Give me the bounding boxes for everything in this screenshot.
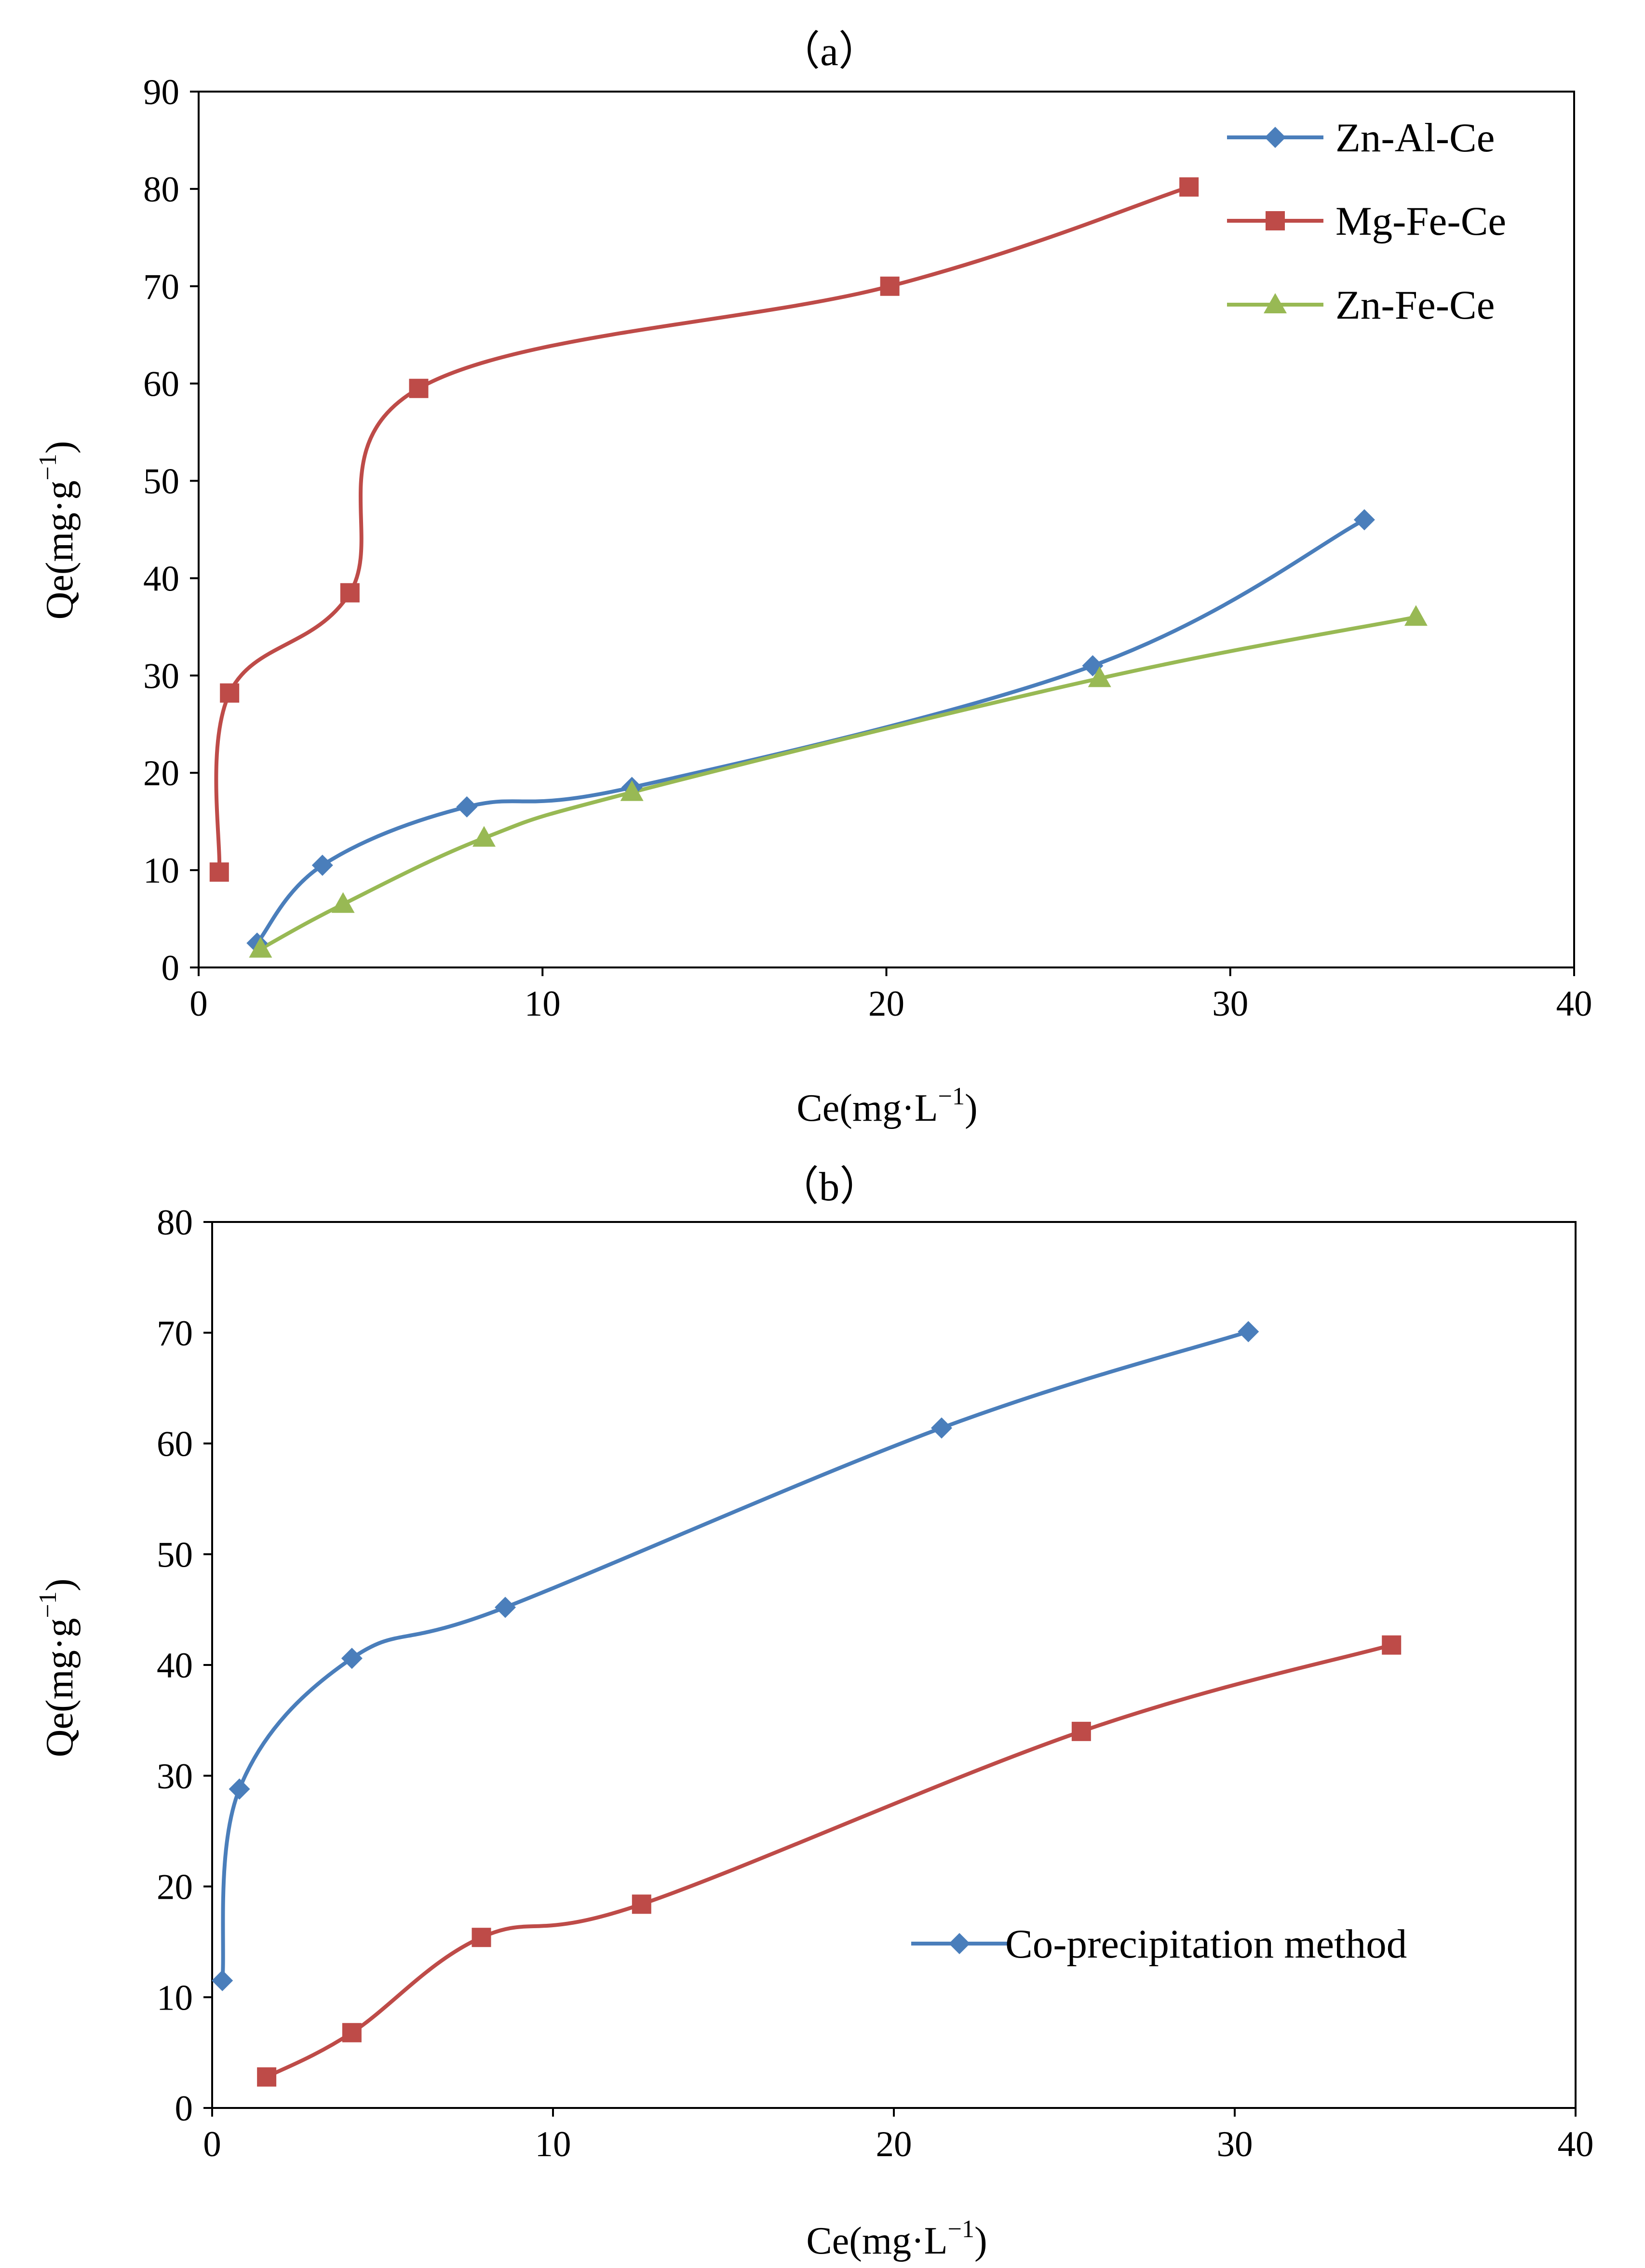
- chart-b-y-tick-label: 10: [157, 1978, 193, 2018]
- chart-a-x-axis-label: Ce(mg·L−1): [796, 1083, 977, 1129]
- chart-b-series-1-point: [472, 1928, 491, 1947]
- chart-a-series-2-point: [472, 826, 496, 847]
- chart-a-x-tick-label: 30: [1212, 984, 1248, 1024]
- chart-b-x-tick-label: 20: [876, 2124, 912, 2164]
- chart-b-x-axis-label: Ce(mg·L−1): [806, 2215, 987, 2262]
- chart-a-x-ticks: 0 10 20 30 40: [189, 967, 1592, 1024]
- chart-b-series-0-line: [220, 1329, 1251, 1983]
- chart-b-x-tick-label: 10: [535, 2124, 571, 2164]
- chart-a-y-tick-label: 70: [143, 267, 179, 307]
- legend-label-co-precipitation-method: Co-precipitation method: [1005, 1921, 1407, 1967]
- chart-a-y-tick-label: 90: [143, 72, 179, 112]
- chart-a-series-2-point: [620, 780, 644, 801]
- chart-a-y-tick-label: 80: [143, 170, 179, 210]
- chart-b-series-0-point: [341, 1648, 363, 1669]
- chart-a-series-1-point: [880, 276, 900, 296]
- chart-a-y-tick-label: 0: [162, 948, 180, 988]
- legend-marker-mg-fe-ce: [1266, 211, 1285, 230]
- chart-a-series-lines: [214, 185, 1418, 951]
- chart-a-y-tick-label: 60: [143, 364, 179, 404]
- chart-a-y-tick-label: 40: [143, 559, 179, 599]
- chart-b-series-1-line: [265, 1643, 1394, 2079]
- chart-a-series-1-point: [409, 378, 429, 398]
- chart-a-series-0-point: [311, 855, 333, 876]
- chart-b-series-1-point: [1382, 1635, 1402, 1655]
- chart-a-series-2-line: [258, 615, 1418, 951]
- chart-b-markers: [212, 1321, 1402, 2087]
- chart-b-series-0-point: [930, 1417, 952, 1439]
- chart-b-y-axis-label: Qe(mg·g−1): [34, 1579, 81, 1758]
- legend-label-zn-fe-ce: Zn-Fe-Ce: [1335, 282, 1495, 328]
- legend-marker-zn-al-ce: [1265, 127, 1286, 148]
- chart-b-x-tick-label: 40: [1558, 2124, 1594, 2164]
- chart-a-legend: Zn-Al-Ce Mg-Fe-Ce Zn-Fe-Ce: [1227, 115, 1506, 328]
- chart-a-series-1-line: [214, 185, 1191, 874]
- legend-item-mg-fe-ce: Mg-Fe-Ce: [1227, 199, 1506, 244]
- legend-item-co-precipitation-method: Co-precipitation method: [911, 1921, 1407, 1967]
- chart-a-series-2-point: [1088, 666, 1111, 687]
- chart-a-title: （a）: [779, 29, 879, 74]
- chart-b-y-tick-label: 70: [157, 1314, 193, 1354]
- chart-a-y-axis-label: Qe(mg·g−1): [34, 441, 81, 620]
- chart-a-y-tick-label: 50: [143, 462, 179, 502]
- legend-marker-co-precipitation-method: [949, 1933, 970, 1954]
- chart-b-series-0-point: [212, 1970, 233, 1991]
- chart-a-x-tick-label: 40: [1556, 984, 1592, 1024]
- chart-b-series-1-point: [632, 1894, 651, 1914]
- chart-b-legend: Co-precipitation method: [911, 1921, 1407, 1967]
- chart-b-series-0-point: [229, 1778, 250, 1800]
- chart-b-plot-area: [211, 1221, 1577, 2109]
- chart-a-y-tick-label: 20: [143, 753, 179, 793]
- chart-a: （a） 0 10 20 30 40 50 60 70 80 90 0 10 20 30 40 Ce(mg·…: [34, 29, 1592, 1129]
- chart-a-series-0-line: [255, 518, 1366, 945]
- chart-b-y-tick-label: 20: [157, 1867, 193, 1907]
- chart-b-x-tick-label: 0: [203, 2124, 221, 2164]
- chart-b-y-tick-label: 50: [157, 1535, 193, 1575]
- legend-label-zn-al-ce: Zn-Al-Ce: [1335, 115, 1495, 161]
- chart-b-series-1-point: [257, 2067, 277, 2087]
- chart-b-y-tick-label: 0: [175, 2089, 193, 2129]
- legend-item-zn-al-ce: Zn-Al-Ce: [1227, 115, 1495, 161]
- chart-a-series-0-point: [1353, 509, 1375, 531]
- chart-a-series-1-point: [209, 862, 229, 882]
- chart-a-y-tick-label: 30: [143, 656, 179, 696]
- chart-a-series-1-point: [1179, 177, 1199, 197]
- chart-b-series-1-point: [342, 2023, 362, 2042]
- chart-a-x-tick-label: 0: [189, 984, 208, 1024]
- chart-a-y-tick-label: 10: [143, 851, 179, 891]
- chart-a-series-2-point: [331, 892, 355, 913]
- chart-b-series-0-point: [495, 1597, 516, 1618]
- chart-a-series-1-point: [220, 683, 240, 703]
- chart-a-series-1-point: [340, 583, 360, 603]
- chart-b-x-ticks: 0 10 20 30 40: [203, 2108, 1594, 2164]
- chart-a-x-tick-label: 10: [525, 984, 561, 1024]
- chart-a-markers: [209, 177, 1428, 958]
- legend-marker-zn-fe-ce: [1264, 293, 1287, 313]
- chart-b: （b） 0 10 20 30 40 50 60 70 80 0 10 20 30 40 Ce(mg·L−…: [34, 1164, 1594, 2262]
- chart-b-y-tick-label: 30: [157, 1757, 193, 1797]
- legend-label-mg-fe-ce: Mg-Fe-Ce: [1335, 199, 1506, 244]
- chart-b-x-tick-label: 30: [1217, 2124, 1253, 2164]
- chart-b-series-1-point: [1071, 1721, 1091, 1741]
- chart-b-y-tick-label: 80: [157, 1203, 193, 1243]
- chart-b-series-0-point: [1238, 1321, 1259, 1342]
- chart-b-y-tick-label: 60: [157, 1424, 193, 1464]
- chart-a-y-ticks: 0 10 20 30 40 50 60 70 80 90: [143, 72, 199, 988]
- chart-a-series-2-point: [249, 937, 272, 958]
- chart-b-y-ticks: 0 10 20 30 40 50 60 70 80: [157, 1203, 212, 2129]
- chart-a-series-0-point: [456, 796, 478, 818]
- chart-a-series-2-point: [1404, 605, 1428, 626]
- chart-a-x-tick-label: 20: [868, 984, 904, 1024]
- chart-b-y-tick-label: 40: [157, 1646, 193, 1686]
- legend-item-zn-fe-ce: Zn-Fe-Ce: [1227, 282, 1495, 328]
- chart-b-title: （b）: [778, 1164, 881, 1209]
